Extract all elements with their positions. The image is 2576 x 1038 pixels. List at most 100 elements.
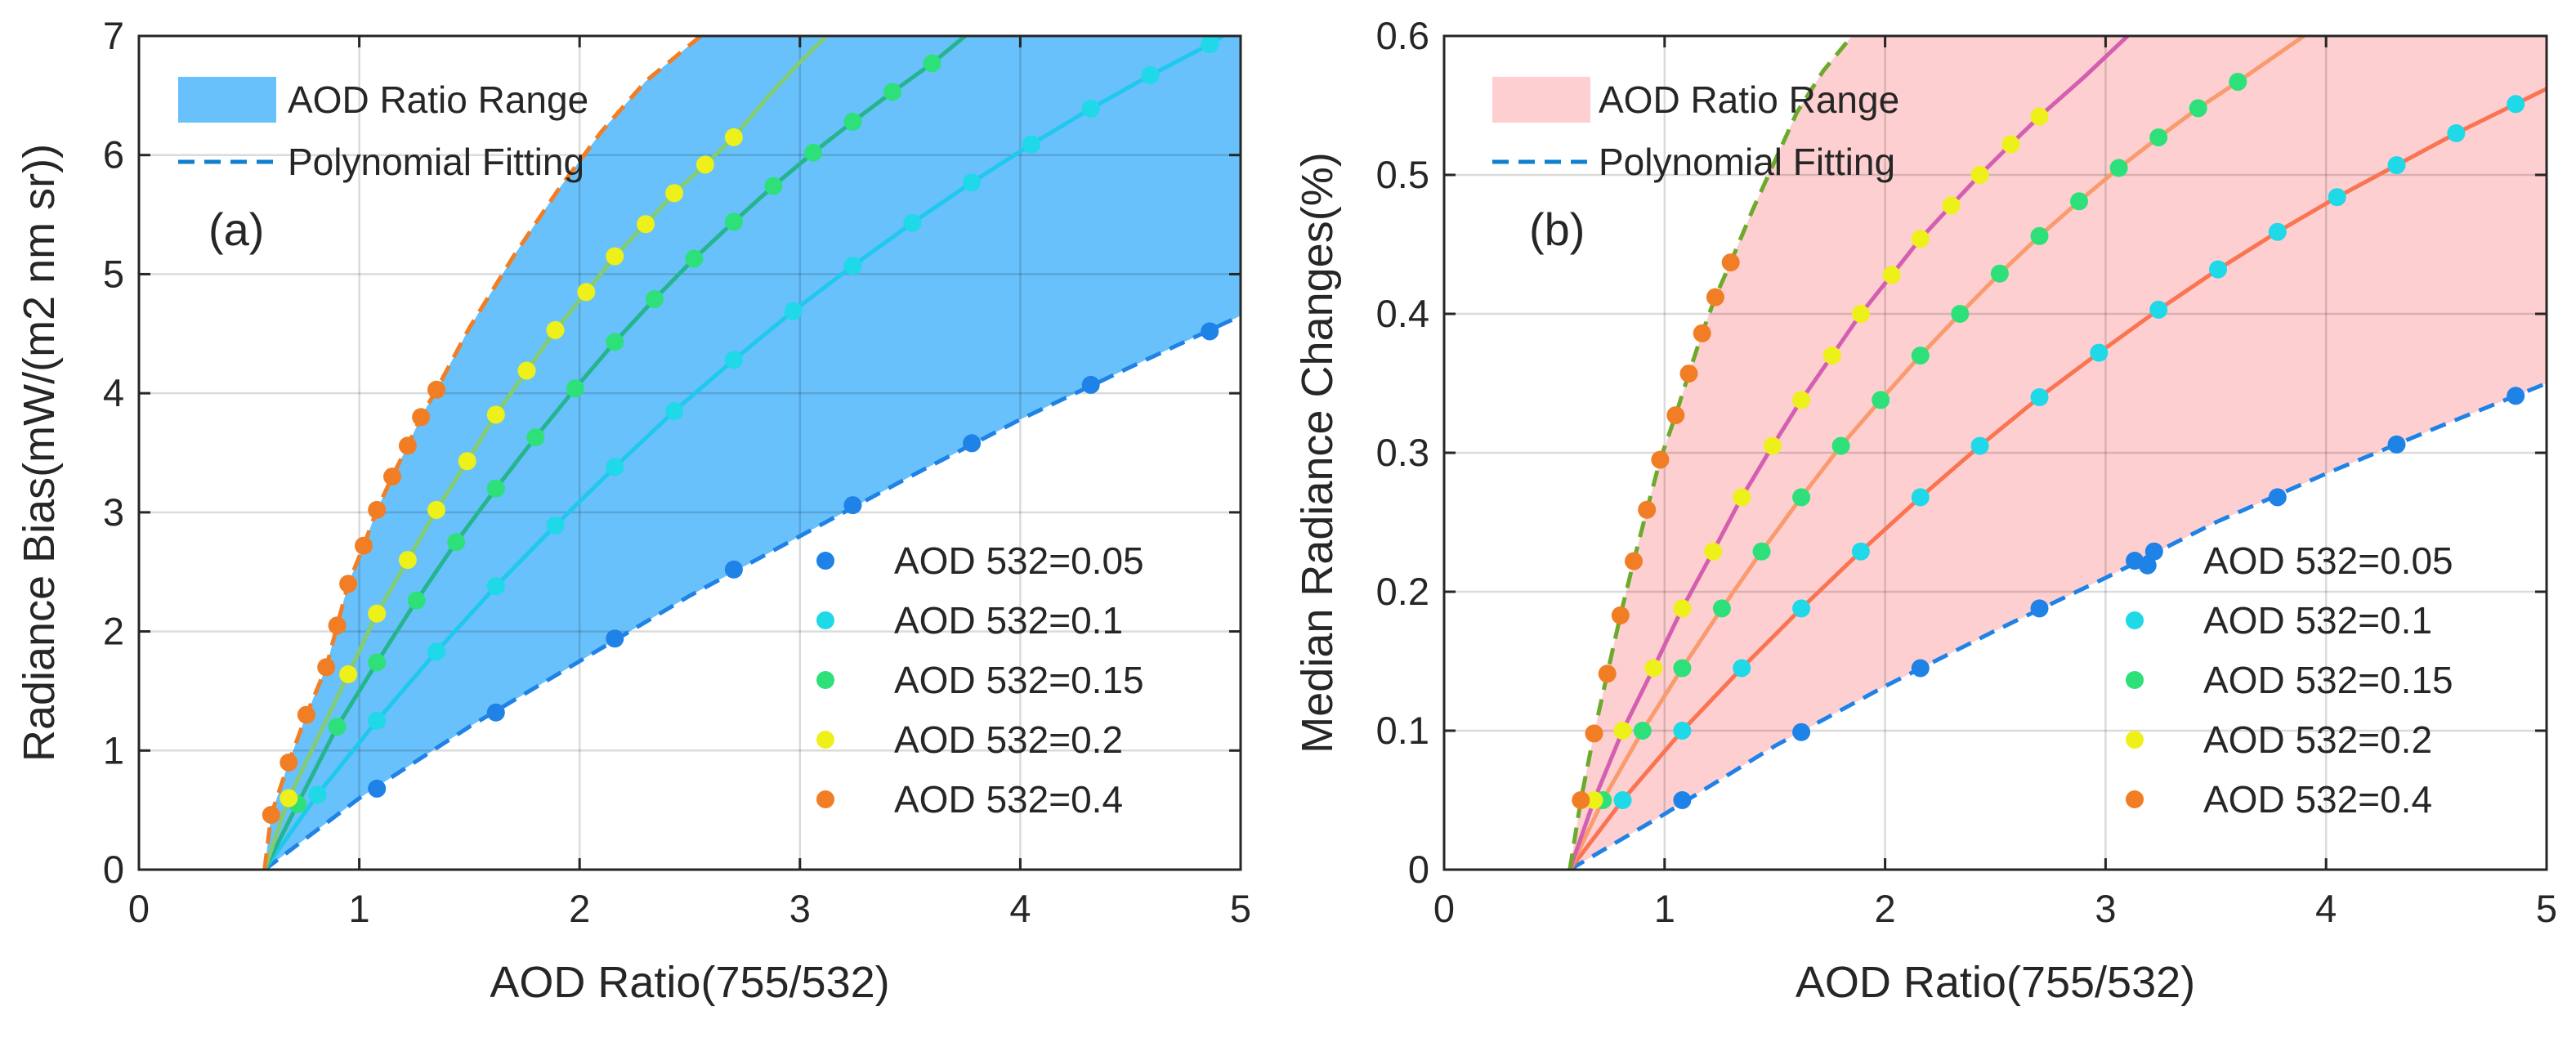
- data-point-b-s4-p4: [1625, 552, 1643, 570]
- data-point-a-s0-p4: [843, 496, 862, 515]
- data-point-b-s0-p8: [2507, 387, 2525, 405]
- data-point-b-s1-p8: [2090, 343, 2109, 362]
- legend-band-label-a: AOD Ratio Range: [288, 78, 588, 121]
- data-point-b-s2-p1: [1633, 722, 1652, 740]
- data-point-b-s4-p5: [1638, 500, 1657, 519]
- data-point-b-s3-p9: [1851, 305, 1870, 323]
- data-point-b-s1-p15: [2507, 95, 2525, 114]
- chart-panel-b: 0 1 2 3 4 5 0 0.1 0.2 0.3 0.4 0.5 0.6 AOD Ratio(755/5…: [1293, 14, 2557, 1007]
- data-point-b-s4-p3: [1611, 606, 1630, 624]
- data-point-a-s1-p1: [368, 711, 387, 730]
- data-point-a-s2-p2: [368, 653, 387, 672]
- data-point-a-s4-p3: [317, 658, 336, 677]
- legend-marker-b-s0: [2126, 552, 2144, 570]
- data-point-b-s0-p7: [2387, 435, 2406, 454]
- data-point-a-s0-p2: [606, 629, 624, 648]
- data-point-a-s3-p8: [546, 320, 565, 339]
- data-point-b-s2-p8: [1911, 347, 1930, 365]
- data-point-b-s2-p13: [2109, 159, 2128, 177]
- data-point-a-s2-p3: [407, 591, 426, 610]
- data-point-b-s4-p8: [1679, 365, 1698, 383]
- legend-band-swatch-b: [1492, 77, 1590, 123]
- data-point-a-s3-p12: [665, 184, 684, 203]
- fit-curve-b-series-4: [1568, 36, 1854, 870]
- data-point-a-s3-p9: [577, 283, 596, 302]
- y-tick-label-b: 0.1: [1376, 709, 1429, 752]
- x-tick-label-a: 4: [1009, 887, 1031, 930]
- data-point-a-s2-p16: [923, 54, 941, 73]
- x-tick-label-b: 2: [1875, 887, 1896, 930]
- data-point-a-s4-p4: [328, 616, 347, 635]
- x-tick-label-b: 5: [2536, 887, 2557, 930]
- data-point-a-s2-p15: [883, 83, 901, 101]
- data-point-a-s1-p5: [606, 458, 624, 476]
- data-point-a-s4-p0: [262, 806, 280, 824]
- data-point-b-s3-p13: [1970, 166, 1989, 184]
- y-axis-label-b: Median Radiance Changes(%): [1293, 152, 1342, 753]
- data-point-a-s1-p15: [1201, 35, 1219, 54]
- data-point-b-s1-p14: [2447, 124, 2466, 142]
- y-tick-label-a: 5: [103, 252, 124, 295]
- y-tick-label-a: 2: [103, 610, 124, 653]
- data-point-b-s0-p6: [2268, 488, 2287, 507]
- data-point-b-s1-p7: [2030, 388, 2049, 406]
- data-point-a-s3-p7: [517, 361, 536, 380]
- y-tick-label-a: 6: [103, 133, 124, 177]
- data-point-a-s1-p13: [1081, 99, 1100, 118]
- data-point-b-s0-p4: [2144, 542, 2163, 561]
- data-point-b-s4-p2: [1598, 664, 1617, 683]
- data-point-a-s2-p8: [606, 333, 624, 351]
- data-point-b-s2-p14: [2149, 128, 2168, 147]
- data-point-a-s4-p9: [398, 436, 417, 455]
- data-point-a-s1-p9: [843, 257, 862, 275]
- legend-marker-b-s2: [2126, 671, 2144, 689]
- data-point-a-s0-p5: [963, 434, 982, 453]
- legend-marker-a-s3: [816, 731, 834, 749]
- legend-marker-b-s1: [2126, 611, 2144, 629]
- legend-series-label-a-s1: AOD 532=0.1: [894, 599, 1123, 642]
- data-point-b-s2-p2: [1673, 659, 1692, 678]
- y-axis-label-a: Radiance Bias(mW/(m2 nm sr)): [15, 144, 64, 762]
- data-point-b-s2-p12: [2070, 192, 2088, 211]
- data-point-b-s3-p7: [1792, 391, 1811, 409]
- x-tick-label-b: 1: [1654, 887, 1675, 930]
- x-tick-label-a: 1: [349, 887, 370, 930]
- data-point-a-s1-p7: [724, 351, 743, 369]
- x-tick-label-a: 0: [128, 887, 150, 930]
- data-point-a-s1-p12: [1022, 135, 1040, 154]
- y-tick-label-a: 3: [103, 490, 124, 534]
- y-tick-label-a: 7: [103, 14, 124, 57]
- data-point-a-s3-p5: [458, 452, 476, 471]
- ratio-range-band-a: [264, 36, 1241, 870]
- data-point-b-s3-p10: [1882, 266, 1901, 284]
- data-point-b-s4-p6: [1651, 450, 1670, 469]
- data-point-b-s0-p1: [1792, 723, 1811, 741]
- data-point-a-s1-p3: [486, 577, 505, 596]
- y-tick-label-b: 0: [1408, 848, 1429, 891]
- panel-tag-b: (b): [1529, 204, 1585, 255]
- fit-curve-a-series-0: [263, 314, 1241, 870]
- x-tick-label-b: 0: [1433, 887, 1455, 930]
- data-point-a-s3-p13: [695, 155, 714, 174]
- data-point-a-s1-p10: [903, 213, 922, 232]
- data-point-b-s2-p5: [1792, 488, 1811, 507]
- legend-series-label-a-s0: AOD 532=0.05: [894, 539, 1144, 582]
- data-point-b-s2-p11: [2030, 226, 2049, 245]
- data-point-a-s4-p6: [355, 536, 373, 555]
- y-tick-label-b: 0.3: [1376, 431, 1429, 474]
- legend-band-label-b: AOD Ratio Range: [1599, 78, 1899, 121]
- data-point-a-s3-p1: [339, 665, 358, 683]
- data-point-a-s4-p5: [339, 575, 358, 593]
- data-point-b-s1-p6: [1970, 436, 1989, 455]
- data-point-a-s3-p2: [368, 604, 387, 623]
- data-point-b-s1-p9: [2149, 300, 2168, 319]
- data-point-a-s2-p5: [486, 479, 505, 498]
- data-point-b-s3-p0: [1585, 791, 1603, 809]
- data-point-a-s4-p10: [412, 408, 431, 427]
- data-point-a-s3-p14: [724, 128, 743, 146]
- legend-series-label-b-s3: AOD 532=0.2: [2203, 718, 2432, 761]
- x-tick-label-a: 2: [569, 887, 590, 930]
- y-tick-label-a: 0: [103, 848, 124, 891]
- data-point-b-s1-p4: [1851, 542, 1870, 561]
- data-point-b-s3-p12: [1942, 196, 1961, 215]
